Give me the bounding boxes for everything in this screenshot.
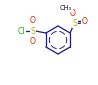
Text: O: O: [69, 9, 75, 18]
Text: O: O: [30, 16, 36, 25]
Text: CH₃: CH₃: [60, 5, 72, 11]
Text: O: O: [30, 37, 36, 46]
Text: O: O: [82, 18, 88, 27]
Text: S: S: [73, 19, 78, 28]
Text: S: S: [30, 27, 35, 36]
Text: Cl: Cl: [18, 27, 25, 36]
